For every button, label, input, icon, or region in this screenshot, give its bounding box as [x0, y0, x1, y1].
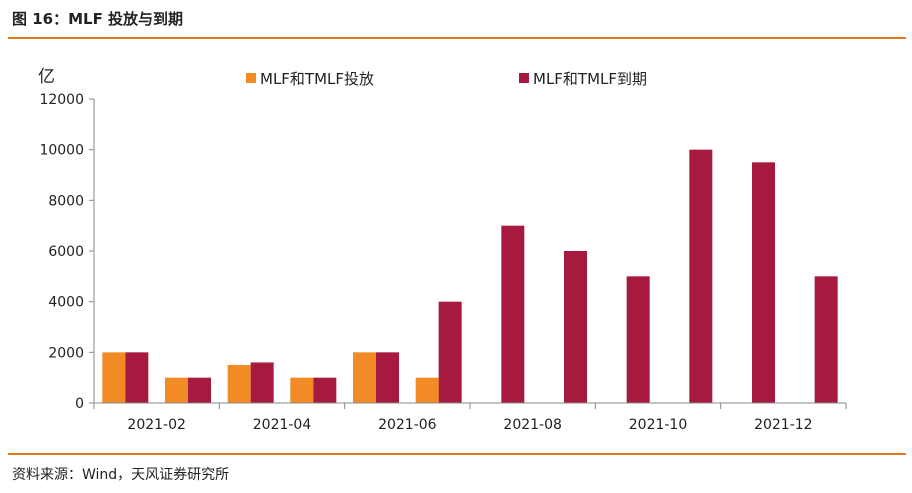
- x-tick-label: 2021-12: [754, 417, 813, 433]
- y-tick-label: 2000: [48, 345, 84, 361]
- bar-maturity: [814, 276, 838, 403]
- bar-issuance: [227, 365, 251, 403]
- legend-label-issuance: MLF和TMLF投放: [260, 70, 374, 88]
- bar-maturity: [376, 352, 399, 403]
- x-tick-label: 2021-08: [503, 417, 562, 433]
- legend: MLF和TMLF投放 MLF和TMLF到期: [246, 70, 647, 88]
- x-tick-label: 2021-04: [253, 417, 312, 433]
- y-tick-label: 8000: [48, 193, 84, 209]
- x-tick-label: 2021-02: [127, 417, 186, 433]
- source-note: 资料来源：Wind，天风证券研究所: [12, 467, 230, 483]
- figure-title: 图 16：MLF 投放与到期: [12, 10, 184, 28]
- legend-swatch-maturity: [519, 73, 529, 83]
- bar-maturity: [689, 149, 713, 403]
- bar-maturity: [752, 162, 775, 403]
- bar-maturity: [438, 301, 462, 403]
- bar-maturity: [501, 225, 525, 403]
- bar-issuance: [102, 352, 126, 403]
- bar-maturity: [125, 352, 149, 403]
- bar-maturity: [250, 362, 274, 403]
- y-tick-label: 10000: [39, 143, 84, 159]
- legend-swatch-issuance: [246, 73, 256, 83]
- bar-issuance: [415, 377, 439, 403]
- bar-maturity: [564, 251, 587, 403]
- y-tick-label: 12000: [39, 92, 84, 108]
- bar-issuance: [165, 377, 188, 403]
- title-divider: [8, 37, 906, 39]
- y-tick-label: 4000: [48, 295, 84, 311]
- bar-maturity: [313, 377, 337, 403]
- bar-issuance: [353, 352, 376, 403]
- bar-maturity: [626, 276, 650, 403]
- bar-issuance: [290, 377, 314, 403]
- y-axis-unit-label: 亿: [38, 67, 55, 87]
- legend-label-maturity: MLF和TMLF到期: [533, 70, 647, 88]
- y-tick-label: 6000: [48, 244, 84, 260]
- x-tick-label: 2021-10: [629, 417, 688, 433]
- x-tick-label: 2021-06: [378, 417, 437, 433]
- y-tick-label: 0: [75, 396, 84, 412]
- plot-area: 0 2000 4000 6000 8000 10000 12000 2021-02 2021-0…: [39, 92, 847, 433]
- source-divider: [8, 453, 906, 455]
- bar-maturity: [188, 377, 211, 403]
